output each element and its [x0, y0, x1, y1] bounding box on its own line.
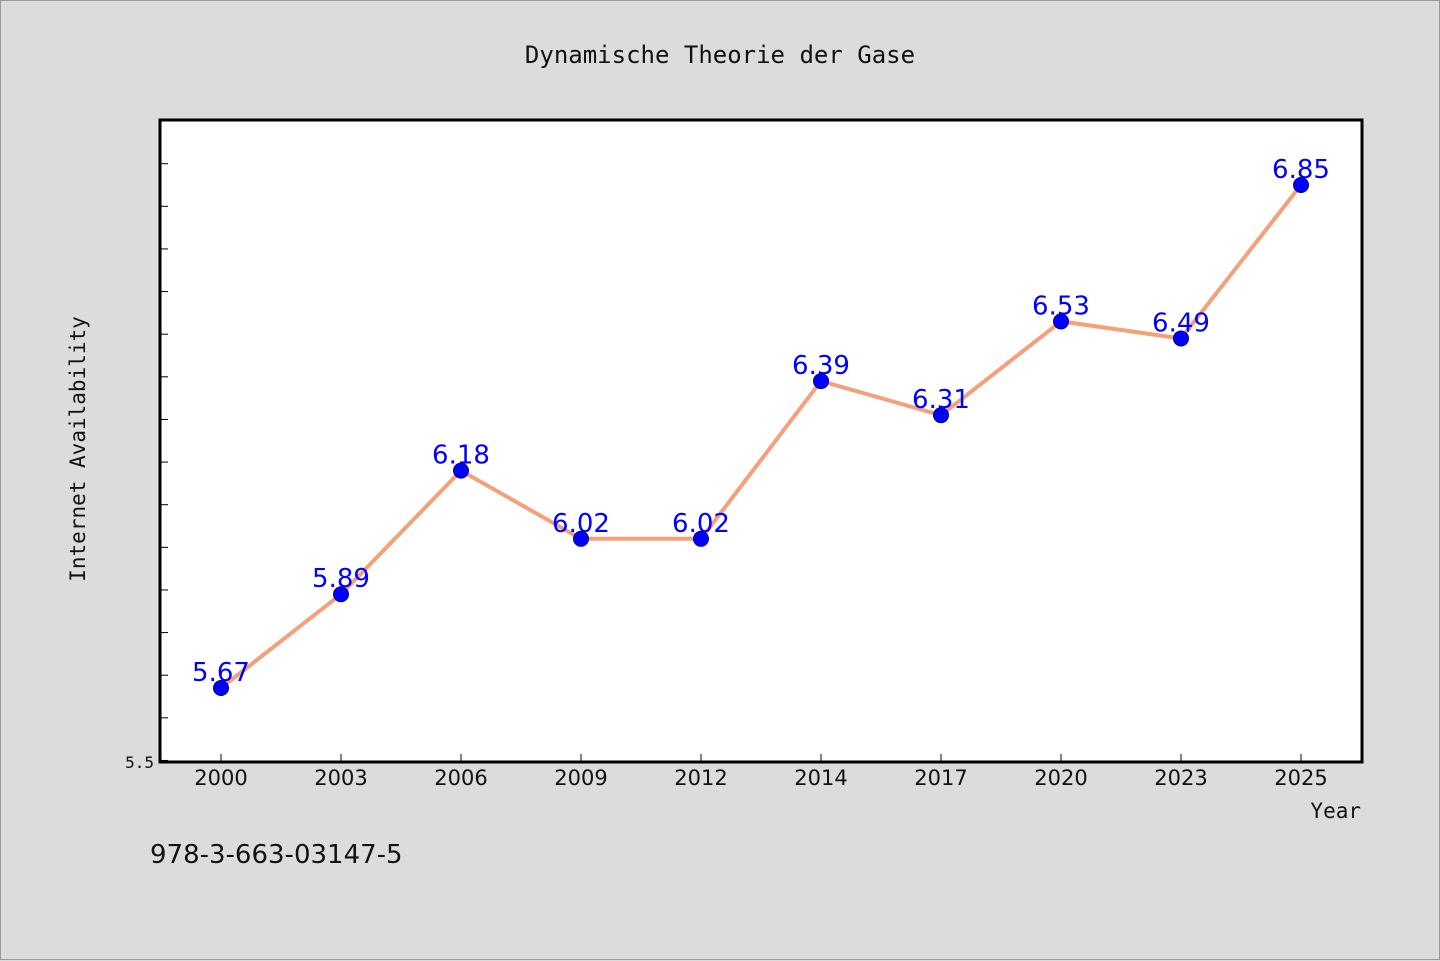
data-point — [453, 462, 469, 479]
y-axis-label: Internet Availability — [66, 316, 90, 582]
data-point — [1173, 330, 1189, 347]
data-label: 6.85 — [1272, 155, 1330, 185]
x-tick-label: 2025 — [1274, 766, 1327, 790]
x-axis-label: Year — [1310, 799, 1361, 823]
data-label: 5.67 — [192, 658, 250, 688]
data-point — [213, 680, 229, 696]
y-axis-ticks: 5.5 — [125, 163, 168, 772]
data-point — [693, 530, 709, 547]
x-tick-label: 2020 — [1034, 766, 1087, 790]
data-point — [933, 407, 949, 424]
x-tick-label: 2009 — [554, 766, 607, 790]
x-tick-label: 2017 — [914, 766, 967, 790]
data-point — [1053, 313, 1069, 330]
y-tick-label: 5.5 — [125, 753, 154, 772]
data-point — [333, 586, 349, 603]
data-label: 6.53 — [1032, 291, 1090, 321]
data-label: 6.18 — [432, 441, 490, 471]
plot-area — [158, 118, 1364, 764]
chart-title: Dynamische Theorie der Gase — [525, 41, 915, 69]
x-tick-label: 2000 — [194, 766, 247, 790]
isbn-text: 978-3-663-03147-5 — [150, 840, 403, 870]
data-label: 5.89 — [312, 564, 370, 594]
x-tick-label: 2012 — [674, 766, 727, 790]
data-label: 6.49 — [1152, 308, 1210, 338]
data-point — [813, 373, 829, 390]
data-label: 6.02 — [672, 509, 730, 539]
data-label: 6.31 — [912, 385, 970, 415]
x-tick-label: 2023 — [1154, 766, 1207, 790]
series-line — [219, 183, 1303, 690]
data-label: 6.02 — [552, 509, 610, 539]
data-label: 6.39 — [792, 351, 850, 381]
data-point — [1293, 177, 1309, 193]
data-point — [573, 530, 589, 547]
x-tick-label: 2014 — [794, 766, 847, 790]
x-tick-label: 2006 — [434, 766, 487, 790]
x-tick-label: 2003 — [314, 766, 367, 790]
x-axis-ticks: 2000 2003 2006 2009 2012 2014 2017 2020 2023 2025 — [194, 754, 1328, 790]
series-group: 5.67 5.89 6.18 6.02 6.02 6.39 6.31 6.53 6.49 6.85 — [192, 155, 1330, 696]
